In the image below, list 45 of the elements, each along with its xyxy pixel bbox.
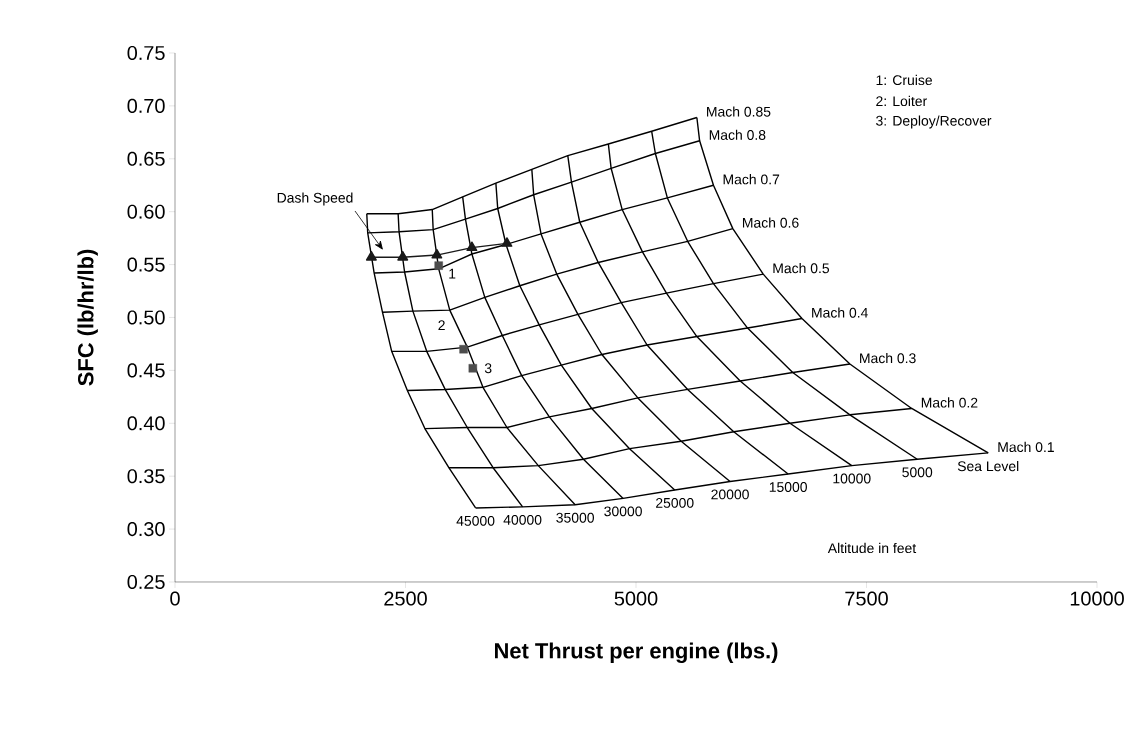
series-label: Mach 0.85 xyxy=(707,106,771,117)
series-label: 35000 xyxy=(556,512,594,523)
annotation: 2 xyxy=(438,320,445,331)
series-label: 40000 xyxy=(503,514,542,525)
y-tick-label: 0.75 xyxy=(127,45,165,61)
series-label: 10000 xyxy=(833,473,871,484)
annotation: 1: Cruise xyxy=(876,74,932,86)
series-label: 15000 xyxy=(769,482,807,492)
x-tick-label: 7500 xyxy=(845,591,888,606)
y-tick-label: 0.65 xyxy=(127,151,165,166)
annotation: Altitude in feet xyxy=(827,542,917,554)
series-label: 25000 xyxy=(656,497,694,508)
series-label: Sea Level xyxy=(957,460,1019,472)
y-tick-label: 0.25 xyxy=(127,574,165,590)
y-tick-label: 0.45 xyxy=(127,363,165,378)
series-label: 30000 xyxy=(604,506,642,517)
x-tick-label: 10000 xyxy=(1070,591,1124,606)
series-label: Mach 0.6 xyxy=(742,217,799,228)
series-label: 20000 xyxy=(711,489,749,500)
series-label: Mach 0.2 xyxy=(921,397,978,408)
annotation: 3 xyxy=(484,363,492,374)
y-axis-title: SFC (lb/hr/lb) xyxy=(77,249,98,386)
series-label: 45000 xyxy=(456,515,495,526)
series-label: Mach 0.1 xyxy=(998,441,1054,453)
y-tick-label: 0.55 xyxy=(127,257,165,272)
x-axis-title: Net Thrust per engine (lbs.) xyxy=(495,642,778,663)
y-tick-label: 0.50 xyxy=(127,310,165,325)
annotation: 1 xyxy=(449,268,456,279)
x-tick-label: 5000 xyxy=(614,591,658,606)
series-label: Mach 0.8 xyxy=(709,129,766,140)
annotation: Dash Speed xyxy=(277,192,353,206)
series-label: 5000 xyxy=(902,467,933,478)
y-tick-label: 0.30 xyxy=(127,522,165,537)
y-tick-label: 0.40 xyxy=(127,416,165,431)
annotation: 2: Loiter xyxy=(876,95,927,107)
annotation: 3: Deploy/Recover xyxy=(876,115,992,129)
series-label: Mach 0.3 xyxy=(860,352,916,364)
y-tick-label: 0.60 xyxy=(127,204,165,219)
y-tick-label: 0.35 xyxy=(127,469,165,484)
x-tick-label: 0 xyxy=(170,591,180,606)
series-label: Mach 0.5 xyxy=(773,262,830,274)
series-label: Mach 0.4 xyxy=(812,307,868,318)
series-label: Mach 0.7 xyxy=(723,174,780,185)
x-tick-label: 2500 xyxy=(384,591,427,606)
y-tick-label: 0.70 xyxy=(127,98,165,113)
